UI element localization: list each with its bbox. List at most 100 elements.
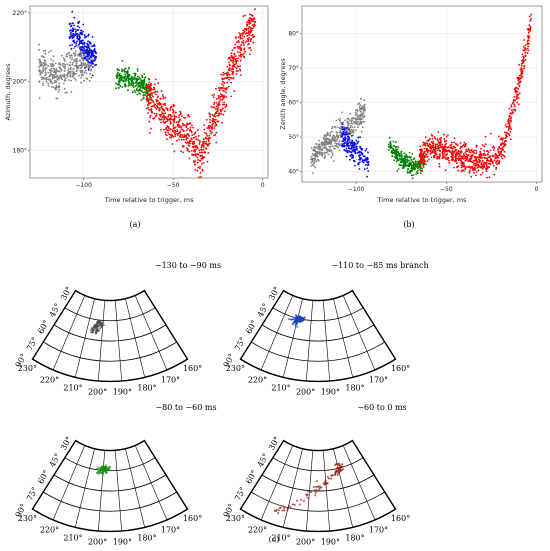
- data-point: [85, 64, 88, 66]
- data-point: [488, 176, 491, 179]
- data-point: [339, 119, 341, 122]
- data-point: [54, 73, 57, 75]
- data-point: [524, 44, 527, 47]
- data-point: [359, 104, 362, 107]
- data-point: [221, 109, 223, 111]
- data-point: [154, 115, 157, 117]
- data-point: [406, 164, 409, 167]
- data-point: [42, 84, 45, 86]
- data-point: [459, 152, 462, 154]
- data-point: [221, 107, 224, 110]
- sector-outline: [31, 289, 189, 383]
- sky-point: [294, 321, 296, 324]
- data-point: [426, 142, 429, 145]
- data-point: [91, 36, 94, 38]
- data-point: [434, 147, 437, 150]
- zenith-label: 75°: [25, 336, 40, 353]
- data-point: [147, 101, 150, 103]
- data-point: [390, 146, 393, 149]
- data-point: [43, 59, 46, 62]
- data-point: [445, 140, 448, 142]
- azimuth-label: 160°: [391, 514, 410, 523]
- data-point: [345, 147, 348, 150]
- sector-outline: [31, 439, 189, 533]
- data-point: [358, 161, 361, 164]
- data-point: [363, 168, 366, 171]
- data-point: [442, 150, 444, 153]
- sky-point: [99, 327, 101, 330]
- data-point: [52, 86, 55, 88]
- sky-point: [90, 331, 93, 334]
- data-point: [348, 138, 351, 141]
- data-point: [404, 155, 406, 158]
- data-point: [115, 82, 117, 85]
- data-point: [508, 134, 511, 137]
- data-point: [421, 167, 423, 170]
- y-tick-label: 180°: [13, 147, 27, 154]
- data-point: [88, 54, 91, 56]
- data-point: [38, 69, 41, 71]
- data-point: [393, 159, 395, 162]
- data-point: [196, 153, 198, 156]
- data-point: [461, 163, 464, 166]
- data-point: [454, 146, 456, 149]
- data-point: [209, 118, 211, 121]
- data-point: [71, 22, 74, 25]
- data-point: [441, 152, 444, 155]
- data-point: [252, 33, 254, 36]
- data-point: [219, 93, 222, 95]
- data-point: [337, 136, 340, 139]
- data-point: [356, 113, 358, 116]
- data-point: [169, 121, 172, 124]
- sky-point: [283, 509, 286, 512]
- data-point: [226, 81, 229, 84]
- data-point: [182, 138, 185, 141]
- data-point: [438, 149, 441, 152]
- data-point: [222, 96, 224, 98]
- data-point: [500, 144, 502, 147]
- data-point: [227, 71, 229, 74]
- data-point: [199, 141, 201, 144]
- data-point: [459, 142, 462, 144]
- data-point: [145, 107, 148, 110]
- data-point: [443, 133, 445, 136]
- data-point: [325, 141, 328, 144]
- data-point: [348, 141, 351, 144]
- data-point: [486, 153, 489, 156]
- sky-point: [328, 477, 330, 480]
- data-point: [351, 126, 354, 129]
- data-point: [388, 136, 391, 139]
- data-point: [222, 71, 225, 74]
- data-point: [325, 135, 327, 138]
- data-point: [144, 94, 147, 96]
- data-point: [519, 81, 521, 83]
- data-point: [205, 147, 207, 150]
- data-point: [241, 41, 243, 43]
- sky-point: [295, 319, 298, 322]
- data-point: [494, 156, 497, 159]
- data-point: [452, 156, 454, 159]
- sky-point: [299, 320, 302, 323]
- data-point: [190, 138, 193, 141]
- data-point: [228, 67, 231, 70]
- azimuth-label: 200°: [296, 538, 315, 547]
- data-point: [522, 55, 524, 58]
- data-point: [504, 144, 507, 147]
- azimuth-meridian: [75, 448, 95, 528]
- data-point: [53, 64, 55, 67]
- data-point: [251, 14, 254, 17]
- data-point: [480, 162, 483, 164]
- data-point: [194, 131, 197, 134]
- data-point: [233, 47, 235, 49]
- data-point: [208, 134, 211, 137]
- data-point: [358, 150, 360, 153]
- data-point: [247, 27, 250, 30]
- data-point: [341, 135, 344, 138]
- data-point: [44, 63, 46, 66]
- data-point: [331, 145, 334, 148]
- data-point: [457, 165, 460, 167]
- zenith-ring: [43, 341, 177, 362]
- data-point: [333, 160, 335, 163]
- x-axis-label: Time relative to trigger, ms: [377, 196, 468, 204]
- data-point: [348, 128, 351, 131]
